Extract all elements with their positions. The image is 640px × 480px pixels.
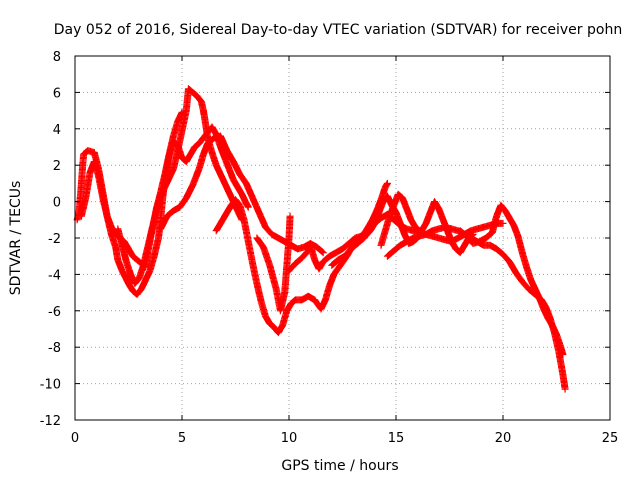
series-track-6 (253, 212, 294, 315)
y-tick-label: 8 (53, 50, 61, 65)
x-axis-label: GPS time / hours (281, 458, 398, 474)
axis-ticks: 0 5 10 15 20 25 -12 -10 -8 -6 -4 -2 0 2 4 6 8 (40, 50, 619, 446)
y-axis-label: SDTVAR / TECUs (8, 181, 24, 296)
data-layer (73, 85, 569, 393)
y-tick-label: 6 (53, 86, 61, 101)
y-tick-label: -12 (40, 414, 61, 429)
marker-path (253, 212, 294, 315)
y-tick-label: -4 (48, 268, 61, 283)
y-tick-label: -6 (48, 305, 61, 320)
x-tick-label: 5 (178, 431, 186, 446)
series-track-10 (377, 190, 423, 249)
y-tick-label: -10 (40, 378, 61, 393)
marker-path (77, 108, 186, 271)
x-tick-label: 20 (495, 431, 512, 446)
x-tick-label: 15 (388, 431, 405, 446)
x-tick-label: 25 (602, 431, 619, 446)
x-tick-label: 0 (71, 431, 79, 446)
series-track-2 (77, 108, 186, 271)
chart-title: Day 052 of 2016, Sidereal Day-to-day VTE… (54, 22, 622, 38)
series-track-11 (456, 201, 567, 358)
y-tick-label: -8 (48, 341, 61, 356)
marker-path (377, 190, 423, 249)
y-tick-label: 4 (53, 123, 61, 138)
y-tick-label: -2 (48, 232, 61, 247)
x-tick-label: 10 (281, 431, 298, 446)
y-tick-label: 0 (53, 196, 61, 211)
series-track-4 (157, 132, 327, 257)
marker-path (157, 132, 327, 257)
y-tick-label: 2 (53, 159, 61, 174)
marker-path (456, 201, 567, 358)
